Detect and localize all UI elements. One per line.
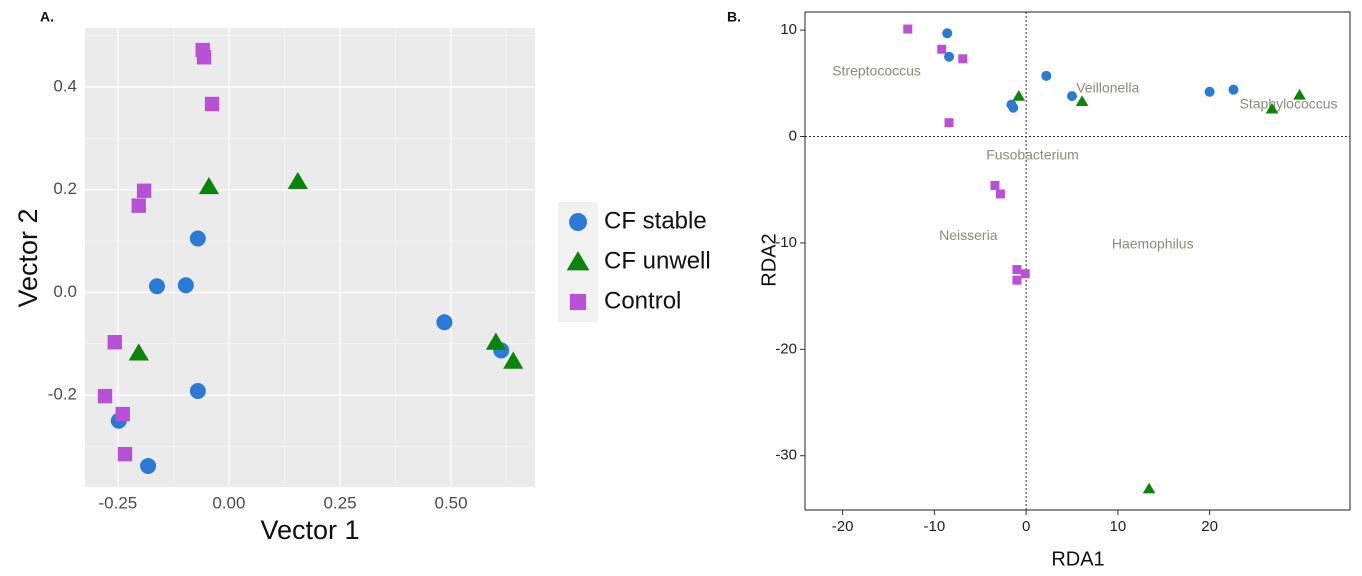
legend-label: CF unwell [604, 247, 711, 274]
point [903, 24, 913, 34]
annotation: Streptococcus [832, 62, 921, 78]
plot-frame [804, 11, 1351, 511]
point [189, 230, 206, 247]
y-tick-label: -20 [775, 340, 797, 357]
point [177, 277, 194, 294]
point [1020, 269, 1030, 279]
y-axis-title: RDA2 [758, 233, 780, 286]
x-tick-label: -10 [924, 518, 946, 535]
x-axis-title: Vector 1 [260, 515, 359, 545]
y-tick-label: 10 [780, 21, 797, 38]
y-axis-title: Vector 2 [13, 208, 43, 307]
y-tick-label: -0.2 [48, 385, 77, 404]
annotation: Fusobacterium [986, 146, 1079, 162]
point [198, 176, 220, 195]
point [128, 343, 149, 361]
point [503, 351, 524, 369]
x-axis-title: RDA1 [1051, 548, 1104, 570]
point [944, 118, 954, 128]
annotation: Veillonella [1076, 79, 1139, 95]
point [204, 96, 220, 112]
point [1008, 102, 1019, 113]
point [436, 314, 453, 331]
point [107, 335, 122, 350]
point [1012, 265, 1022, 275]
x-tick-label: 0.25 [323, 493, 356, 512]
point [140, 457, 157, 474]
point [115, 406, 130, 422]
x-tick-label: 10 [1110, 518, 1127, 535]
y-tick-label: 0.2 [53, 179, 77, 198]
point [1228, 84, 1239, 95]
legend-marker [566, 251, 590, 271]
x-tick-label: 0 [1022, 518, 1030, 535]
y-tick-label: -30 [775, 447, 797, 464]
legend-marker [569, 293, 587, 311]
point [148, 278, 165, 295]
y-tick-label: -10 [775, 234, 797, 251]
point [995, 189, 1005, 199]
point [131, 198, 146, 213]
point [1075, 95, 1089, 107]
panel-label: B. [727, 9, 741, 25]
point [117, 446, 133, 462]
point [1041, 70, 1052, 81]
point [1066, 91, 1077, 102]
point [1265, 102, 1279, 114]
legend-label: Control [604, 287, 681, 314]
legend-marker [569, 213, 587, 231]
annotation: Staphylococcus [1239, 95, 1337, 111]
point [287, 171, 308, 189]
point [1142, 482, 1156, 494]
legend-label: CF stable [604, 207, 707, 234]
point [1293, 88, 1306, 100]
y-tick-label: 0.4 [53, 77, 77, 96]
y-tick-label: 0 [789, 127, 797, 144]
point [136, 183, 152, 198]
point [1204, 86, 1215, 97]
panel-label: A. [40, 9, 54, 25]
annotation: Haemophilus [1112, 236, 1194, 252]
x-tick-label: 20 [1201, 518, 1218, 535]
point [1012, 90, 1026, 101]
point [990, 180, 1000, 190]
x-tick-label: -20 [832, 518, 854, 535]
point [97, 388, 113, 404]
annotation: Neisseria [939, 227, 998, 243]
y-tick-label: 0.0 [53, 282, 77, 301]
point [944, 51, 955, 62]
point [958, 54, 968, 64]
point [937, 44, 947, 54]
x-tick-label: -0.25 [98, 493, 137, 512]
point [189, 382, 206, 399]
point [485, 332, 507, 350]
point [942, 28, 953, 39]
x-tick-label: 0.00 [212, 493, 245, 512]
plot-background [85, 28, 535, 487]
point [1012, 275, 1022, 285]
point [196, 50, 212, 65]
x-tick-label: 0.50 [434, 493, 467, 512]
